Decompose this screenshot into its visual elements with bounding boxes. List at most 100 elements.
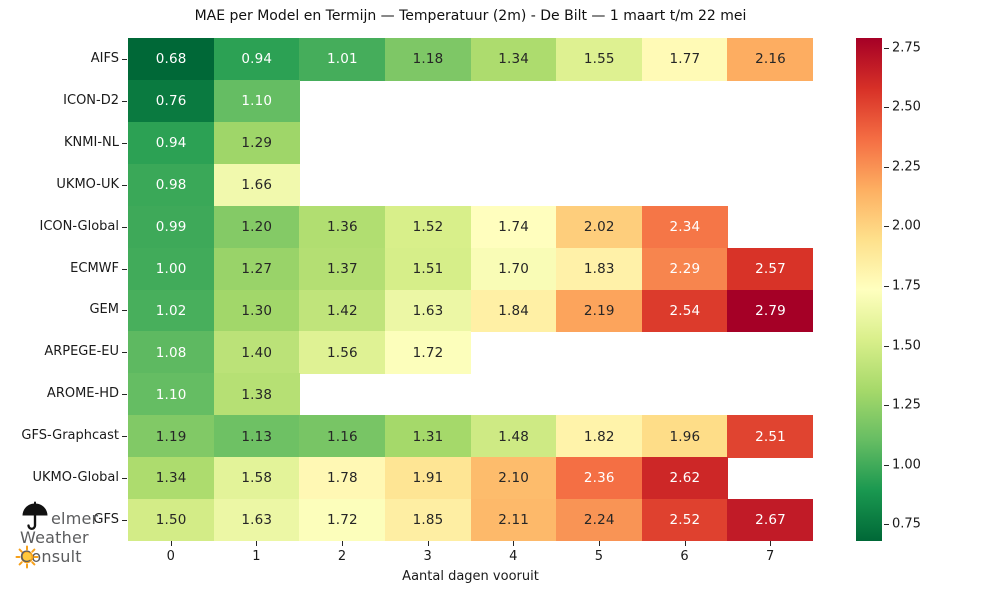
y-tick-label: ICON-D2	[63, 92, 119, 108]
colorbar-tick-mark	[884, 107, 889, 109]
y-tick-mark	[122, 142, 127, 144]
colorbar-tick-mark	[884, 405, 889, 407]
heatmap-cell: 2.57	[727, 247, 813, 291]
heatmap-cell: 1.02	[128, 289, 215, 333]
y-tick-mark	[122, 268, 127, 270]
logo-line-1: elmer	[20, 501, 99, 530]
logo-text-line2: Weather	[20, 528, 89, 547]
heatmap-cell: 2.67	[727, 499, 813, 541]
x-tick-label: 0	[166, 549, 175, 564]
colorbar-tick-mark	[884, 345, 889, 347]
x-tick-label: 5	[594, 549, 604, 564]
logo-text-line3-rest: onsult	[31, 547, 82, 566]
heatmap-cell: 1.52	[384, 205, 472, 249]
heatmap-cell: 1.18	[384, 38, 472, 81]
heatmap-cell: 1.10	[213, 79, 300, 123]
heatmap-cell: 2.29	[641, 247, 729, 291]
colorbar-tick-label: 2.00	[892, 218, 921, 234]
heatmap-cell: 1.36	[299, 205, 386, 249]
y-tick-mark	[122, 226, 127, 228]
x-tick-label: 6	[680, 549, 689, 564]
y-tick-label: UKMO-Global	[32, 470, 120, 486]
heatmap-cell: 1.10	[128, 373, 215, 416]
heatmap-cell: 1.78	[299, 457, 386, 500]
heatmap-cell: 1.00	[128, 247, 215, 291]
colorbar-tick-mark	[884, 226, 889, 228]
heatmap-cell: 1.55	[556, 38, 643, 81]
heatmap-cell: 1.30	[213, 289, 300, 333]
colorbar-tick-label: 0.75	[892, 516, 921, 532]
heatmap-cell: 1.58	[213, 457, 300, 500]
y-tick-mark	[122, 352, 127, 354]
y-tick-mark	[122, 100, 127, 102]
heatmap-cell: 1.27	[213, 247, 300, 291]
heatmap-cell: 0.68	[128, 38, 215, 81]
y-tick-label: UKMO-UK	[56, 176, 119, 192]
umbrella-icon	[20, 501, 50, 530]
logo-text-line1: elmer	[51, 509, 99, 528]
heatmap-cell: 2.36	[556, 457, 643, 500]
heatmap-cell: 1.63	[213, 499, 300, 541]
heatmap-cell: 2.24	[556, 499, 643, 541]
y-tick-label: AROME-HD	[46, 386, 119, 402]
heatmap-grid: 0.68 0.94 1.01 1.18 1.34 1.55 1.77 2.16 0.76 1.10…	[128, 38, 813, 541]
heatmap-cell: 1.91	[384, 457, 472, 500]
heatmap-cell: 1.40	[213, 331, 300, 375]
y-tick-mark	[122, 394, 127, 396]
heatmap-cell: 1.13	[213, 415, 300, 458]
y-tick-mark	[122, 184, 127, 186]
heatmap-cell: 1.70	[470, 247, 557, 291]
heatmap-cell: 1.19	[128, 415, 215, 458]
y-tick-mark	[122, 310, 127, 312]
heatmap-cell: 2.19	[556, 289, 643, 333]
colorbar	[856, 38, 882, 541]
heatmap-cell: 1.48	[470, 415, 557, 458]
colorbar-tick-label: 2.75	[892, 40, 921, 56]
heatmap-cell: 0.76	[128, 79, 215, 123]
heatmap-cell: 1.20	[213, 205, 300, 249]
heatmap-cell: 1.31	[384, 415, 472, 458]
x-tick-mark	[342, 541, 344, 546]
x-tick-mark	[684, 541, 686, 546]
x-tick-label: 3	[423, 549, 432, 564]
colorbar-tick-mark	[884, 524, 889, 526]
colorbar-tick-label: 1.00	[892, 457, 921, 473]
heatmap-cell: 1.01	[299, 38, 386, 81]
colorbar-tick-mark	[884, 464, 889, 466]
heatmap-cell: 1.50	[128, 499, 215, 541]
x-tick-mark	[170, 541, 172, 546]
colorbar-tick-mark	[884, 47, 889, 49]
heatmap-cell: 2.51	[727, 415, 813, 458]
x-tick-mark	[513, 541, 515, 546]
y-tick-label: GFS	[93, 512, 119, 528]
heatmap-cell: 2.16	[727, 38, 813, 81]
heatmap-cell: 1.74	[470, 205, 557, 249]
heatmap-cell: 0.98	[128, 163, 215, 207]
x-tick-label: 4	[509, 549, 518, 564]
heatmap-cell: 0.94	[128, 121, 215, 165]
heatmap-cell: 1.42	[299, 289, 386, 333]
heatmap-cell: 2.62	[641, 457, 729, 500]
heatmap-cell: 2.10	[470, 457, 557, 500]
heatmap-cell: 1.38	[213, 373, 300, 416]
y-tick-mark	[122, 478, 127, 480]
colorbar-tick-label: 1.50	[892, 338, 921, 354]
heatmap-cell: 2.79	[727, 289, 813, 333]
x-tick-mark	[256, 541, 258, 546]
heatmap-cell: 1.37	[299, 247, 386, 291]
heatmap-cell: 2.52	[641, 499, 729, 541]
heatmap-cell: 2.34	[641, 205, 729, 249]
heatmap-cell: 2.11	[470, 499, 557, 541]
colorbar-tick-mark	[884, 285, 889, 287]
heatmap-cell: 1.29	[213, 121, 300, 165]
heatmap-cell: 1.66	[213, 163, 300, 207]
heatmap-cell: 1.34	[470, 38, 557, 81]
heatmap-cell: 1.16	[299, 415, 386, 458]
heatmap-cell: 0.99	[128, 205, 215, 249]
heatmap-cell: 2.02	[556, 205, 643, 249]
x-tick-label: 7	[766, 549, 775, 564]
y-tick-mark	[122, 520, 127, 522]
heatmap-cell: 1.72	[299, 499, 386, 541]
y-tick-mark	[122, 58, 127, 60]
heatmap-cell: 1.08	[128, 331, 215, 375]
